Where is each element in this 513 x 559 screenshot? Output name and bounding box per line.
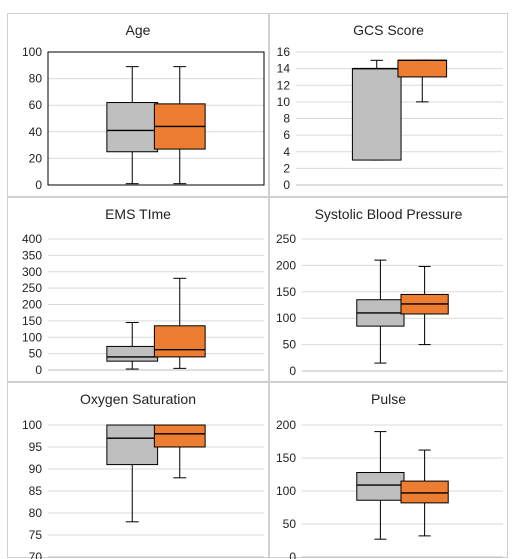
plot-area-border [47, 51, 265, 186]
y-tick-label: 10 [277, 95, 291, 109]
oxygen-saturation-chart: 70 75 80 85 90 95 100 [22, 418, 264, 559]
chart-title-ems-time: EMS TIme [105, 206, 171, 222]
y-tick-label: 300 [22, 265, 42, 279]
iqr-box [106, 345, 159, 362]
y-tick-label: 60 [29, 98, 43, 112]
iqr-box [153, 424, 206, 448]
y-tick-label: 8 [283, 112, 290, 126]
y-tick-label: 100 [22, 330, 42, 344]
box-series-a [356, 259, 405, 364]
y-tick-label: 70 [29, 550, 43, 559]
box-series-b [400, 265, 449, 346]
chart-title-age: Age [125, 22, 151, 38]
box-series-a [106, 424, 159, 523]
box-series-b [153, 66, 206, 185]
iqr-box [397, 59, 448, 78]
y-tick-label: 0 [289, 550, 296, 559]
y-tick-label: 150 [276, 451, 296, 465]
y-tick-label: 2 [283, 161, 290, 175]
chart-title-gcs-score: GCS Score [353, 22, 424, 38]
y-tick-label: 400 [22, 232, 42, 246]
ems-time-panel: EMS TIme 0 50 100 150 200 250 300 350 400 [7, 197, 269, 382]
age-chart: 0 20 40 60 80 100 [22, 45, 265, 192]
y-tick-label: 80 [29, 72, 43, 86]
gcs-score-chart: 0 2 4 6 8 10 12 14 16 [277, 45, 503, 192]
y-tick-label: 100 [22, 418, 42, 432]
y-tick-label: 0 [35, 178, 42, 192]
age-panel: Age 0 20 40 60 80 100 [7, 13, 269, 197]
iqr-box [356, 472, 405, 501]
y-tick-label: 0 [283, 178, 290, 192]
y-tick-label: 100 [22, 45, 42, 59]
y-tick-label: 350 [22, 248, 42, 262]
iqr-box [351, 68, 402, 161]
y-tick-label: 100 [276, 484, 296, 498]
y-tick-label: 250 [276, 232, 296, 246]
y-tick-label: 20 [29, 151, 43, 165]
y-tick-label: 16 [277, 45, 291, 59]
box-series-b [400, 449, 449, 537]
y-tick-label: 4 [283, 145, 290, 159]
box-series-a [356, 431, 405, 540]
oxygen-saturation-panel: Oxygen Saturation 70 75 80 85 90 95 100 [7, 382, 269, 559]
y-tick-label: 200 [22, 298, 42, 312]
iqr-box [106, 102, 159, 153]
systolic-bp-panel: Systolic Blood Pressure 0 50 100 150 200 250 [269, 197, 508, 382]
y-tick-label: 80 [29, 506, 43, 520]
pulse-panel: Pulse 0 50 100 150 200 [269, 382, 508, 559]
y-tick-label: 85 [29, 484, 43, 498]
systolic-bp-chart: 0 50 100 150 200 250 [276, 232, 503, 378]
chart-title-pulse: Pulse [370, 391, 407, 407]
box-series-b [153, 277, 206, 369]
box-series-b [153, 424, 206, 479]
y-tick-label: 0 [35, 363, 42, 377]
ems-time-chart: 0 50 100 150 200 250 300 350 400 [22, 232, 264, 377]
chart-title-oxygen-saturation: Oxygen Saturation [80, 391, 196, 407]
iqr-box [400, 480, 449, 504]
y-tick-label: 100 [276, 311, 296, 325]
y-tick-label: 50 [29, 347, 43, 361]
y-tick-label: 95 [29, 440, 43, 454]
y-tick-label: 50 [283, 517, 297, 531]
y-tick-label: 0 [289, 364, 296, 378]
box-series-a [106, 322, 159, 370]
y-tick-label: 250 [22, 281, 42, 295]
pulse-chart: 0 50 100 150 200 [276, 418, 503, 559]
iqr-box [106, 424, 159, 466]
y-tick-label: 90 [29, 462, 43, 476]
y-tick-label: 50 [283, 338, 297, 352]
iqr-box [153, 325, 206, 358]
box-series-a [351, 59, 402, 161]
chart-title-systolic-bp: Systolic Blood Pressure [314, 206, 463, 222]
y-tick-label: 200 [276, 418, 296, 432]
y-tick-label: 40 [29, 125, 43, 139]
y-tick-label: 12 [277, 78, 291, 92]
y-tick-label: 6 [283, 128, 290, 142]
y-tick-label: 75 [29, 528, 43, 542]
gcs-score-panel: GCS Score 0 2 4 6 8 10 12 14 16 [269, 13, 508, 197]
y-tick-label: 14 [277, 62, 291, 76]
y-tick-label: 200 [276, 258, 296, 272]
y-tick-label: 150 [22, 314, 42, 328]
box-series-a [106, 66, 159, 185]
y-tick-label: 150 [276, 285, 296, 299]
box-series-b [397, 59, 448, 103]
